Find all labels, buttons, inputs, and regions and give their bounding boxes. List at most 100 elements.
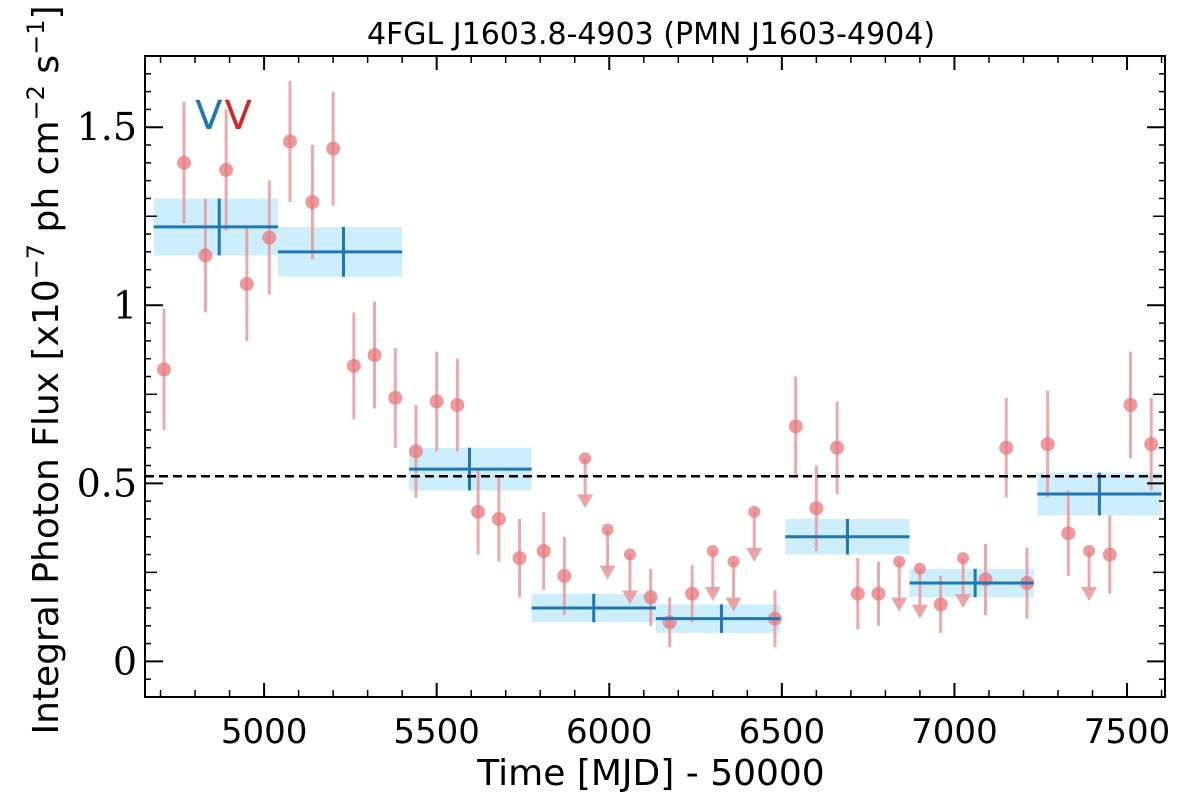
monthly-point-27 — [850, 558, 865, 630]
monthly-point-8 — [326, 91, 341, 206]
x-tick-label-3: 6500 — [739, 712, 826, 752]
upper-limit-arrow — [704, 586, 721, 601]
point-marker — [305, 195, 320, 210]
upper-limit-marker — [706, 544, 719, 557]
point-marker — [408, 444, 423, 459]
monthly-point-16 — [491, 476, 506, 562]
marker-label-1: V — [225, 93, 253, 139]
monthly-point-20 — [643, 568, 658, 626]
x-tick-label-2: 6000 — [566, 712, 653, 752]
point-marker — [239, 276, 254, 291]
monthly-point-0 — [156, 308, 171, 430]
x-tick-label-1: 5500 — [393, 712, 480, 752]
point-marker — [788, 419, 803, 434]
monthly-point-24 — [788, 376, 803, 477]
monthly-point-34 — [1061, 490, 1076, 576]
monthly-point-1 — [177, 102, 192, 224]
bin-0 — [153, 198, 278, 256]
monthly-point-26 — [830, 401, 845, 495]
x-tick-label-0: 5000 — [221, 712, 308, 752]
upper-limit-arrow — [725, 597, 742, 612]
upper-limit-marker — [748, 505, 761, 518]
upper-limit-marker — [1083, 544, 1096, 557]
upper-limit-marker — [913, 562, 926, 575]
bin-5 — [785, 518, 910, 555]
point-marker — [388, 390, 403, 405]
point-marker — [198, 248, 213, 263]
upper-limit-marker — [893, 555, 906, 568]
monthly-point-12 — [408, 404, 423, 498]
y-tick-label-0: 0 — [113, 639, 137, 683]
upper-limit-marker — [727, 555, 740, 568]
bin-1 — [277, 226, 403, 277]
monthly-point-29 — [933, 575, 948, 633]
point-marker — [1102, 547, 1117, 562]
monthly-point-18 — [536, 511, 551, 591]
point-marker — [536, 543, 551, 558]
point-marker — [471, 504, 486, 519]
monthly-point-6 — [282, 80, 297, 203]
point-marker — [1061, 526, 1076, 541]
y-tick-label-2: 1 — [113, 283, 137, 327]
point-marker — [933, 597, 948, 612]
upper-limit-arrow — [746, 547, 763, 562]
upper-limit-marker — [579, 452, 592, 465]
y-tick-label-1: 0.5 — [77, 461, 137, 505]
upper-limit-arrow — [955, 594, 972, 609]
point-marker — [450, 397, 465, 412]
point-marker — [346, 358, 361, 373]
x-axis-label: Time [MJD] - 50000 — [476, 753, 824, 794]
upper-limit-2 — [621, 548, 638, 605]
monthly-point-19 — [557, 536, 572, 616]
monthly-point-33 — [1040, 390, 1055, 498]
point-marker — [999, 440, 1014, 455]
point-marker — [156, 362, 171, 377]
point-marker — [219, 162, 234, 177]
upper-limit-8 — [955, 552, 972, 609]
monthly-point-28 — [871, 561, 886, 626]
point-marker — [326, 141, 341, 156]
x-tick-label-4: 7000 — [911, 712, 998, 752]
point-marker — [871, 586, 886, 601]
upper-limit-6 — [891, 555, 908, 612]
bin-7 — [1037, 472, 1162, 516]
bin-4 — [655, 604, 781, 633]
upper-limit-arrow — [1081, 586, 1098, 601]
chart-title: 4FGL J1603.8-4903 (PMN J1603-4904) — [367, 17, 935, 52]
point-marker — [830, 440, 845, 455]
upper-limit-marker — [623, 548, 636, 561]
point-marker — [491, 511, 506, 526]
monthly-point-13 — [429, 351, 444, 452]
upper-limit-marker — [601, 523, 614, 536]
monthly-point-2 — [198, 198, 213, 313]
monthly-point-31 — [999, 397, 1014, 498]
bin-6 — [909, 568, 1034, 598]
upper-limit-1 — [599, 523, 616, 580]
monthly-point-35 — [1102, 515, 1117, 594]
marker-label-0: V — [195, 93, 223, 139]
monthly-point-4 — [239, 226, 254, 341]
point-marker — [1040, 437, 1055, 452]
point-marker — [429, 394, 444, 409]
monthly-point-17 — [512, 518, 527, 598]
upper-limit-arrow — [621, 590, 638, 605]
monthly-point-10 — [367, 301, 382, 409]
point-marker — [685, 586, 700, 601]
monthly-point-22 — [685, 565, 700, 623]
monthly-point-36 — [1123, 351, 1138, 459]
monthly-point-15 — [471, 469, 486, 555]
monthly-point-14 — [450, 358, 465, 452]
monthly-point-3 — [219, 109, 234, 231]
monthly-point-9 — [346, 312, 361, 420]
upper-limit-0 — [577, 452, 594, 509]
upper-limit-4 — [725, 555, 742, 612]
bin-3 — [531, 593, 656, 623]
point-marker — [557, 568, 572, 583]
point-marker — [367, 348, 382, 363]
monthly-point-11 — [388, 348, 403, 448]
point-marker — [177, 155, 192, 170]
monthly-point-30 — [978, 543, 993, 616]
plot-area: V V 5000 5500 6000 6500 7000 7500 0 0.5 1 1.5 — [77, 55, 1170, 752]
point-marker — [1123, 397, 1138, 412]
